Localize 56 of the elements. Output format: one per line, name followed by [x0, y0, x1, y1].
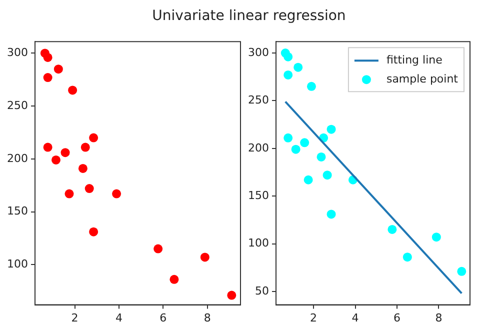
point — [457, 266, 466, 276]
y-tick-label: 250 — [6, 98, 28, 112]
y-tick-label: 200 — [6, 152, 28, 165]
point — [294, 62, 303, 72]
x-tick-label: 6 — [160, 311, 167, 324]
point — [284, 133, 293, 142]
point — [306, 82, 316, 91]
point — [154, 244, 163, 254]
point — [326, 124, 336, 134]
y-tick-label: 100 — [248, 236, 269, 250]
point — [43, 73, 52, 82]
y-tick-label: 200 — [248, 141, 269, 154]
x-tick-label: 8 — [435, 311, 442, 324]
y-tick-label: 50 — [254, 284, 269, 298]
point — [112, 189, 122, 198]
point — [326, 210, 336, 219]
point — [80, 142, 90, 152]
point — [43, 142, 52, 152]
point — [284, 70, 293, 80]
point — [84, 184, 94, 194]
x-tick-label: 2 — [310, 311, 318, 324]
y-tick-label: 250 — [248, 94, 269, 107]
point — [200, 252, 210, 262]
y-tick-label: 300 — [248, 46, 269, 59]
point — [170, 274, 179, 284]
point — [388, 224, 397, 234]
point — [402, 252, 412, 262]
point — [304, 175, 313, 184]
point — [43, 52, 52, 62]
point — [284, 52, 293, 62]
y-tick-label: 100 — [6, 257, 28, 270]
x-tick-label: 8 — [204, 311, 211, 324]
point — [60, 148, 70, 158]
x-tick-label: 4 — [115, 311, 122, 324]
point — [64, 189, 74, 198]
point — [300, 138, 310, 148]
point — [78, 164, 88, 173]
point — [432, 232, 441, 242]
point — [291, 144, 300, 154]
point — [89, 133, 98, 142]
point — [51, 155, 60, 164]
y-tick-label: 150 — [248, 188, 269, 202]
y-tick-label: 300 — [6, 46, 28, 60]
chart-title: Univariate linear regression — [151, 7, 347, 26]
point — [89, 227, 98, 236]
y-tick-label: 150 — [6, 204, 28, 218]
point — [68, 86, 78, 95]
legend-label: sample point — [386, 72, 459, 86]
point — [322, 170, 332, 180]
point — [227, 290, 236, 300]
point — [316, 152, 326, 162]
x-tick-label: 4 — [352, 311, 359, 324]
x-tick-label: 2 — [71, 311, 78, 324]
point — [54, 64, 63, 74]
legend-label: fitting line — [386, 53, 443, 66]
x-tick-label: 6 — [393, 311, 400, 324]
